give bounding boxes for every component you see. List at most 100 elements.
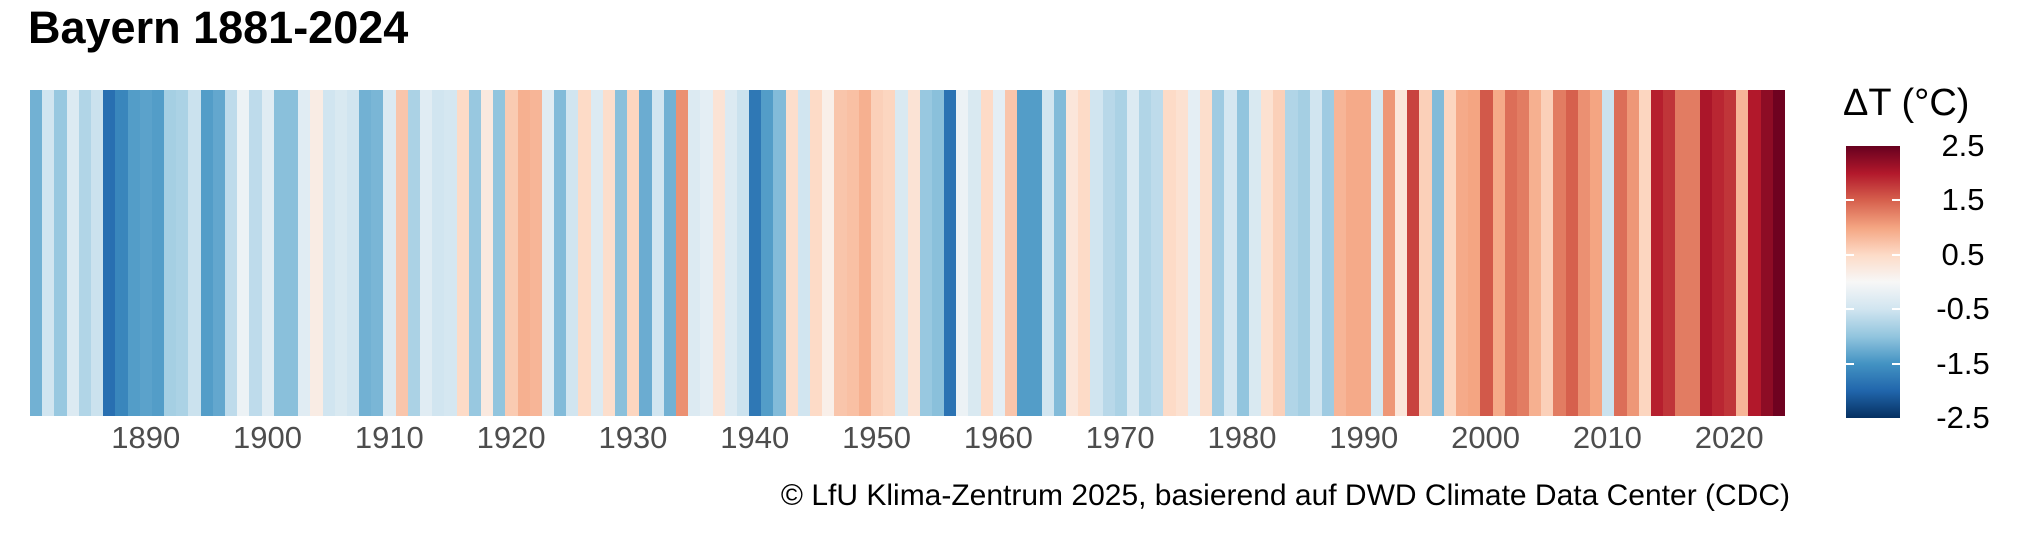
colorbar-tick bbox=[1892, 253, 1900, 256]
stripe-year-2003 bbox=[1516, 90, 1530, 416]
stripe-year-2007 bbox=[1565, 90, 1578, 416]
stripe-year-1959 bbox=[980, 90, 993, 416]
stripe-year-1993 bbox=[1395, 90, 1408, 416]
stripe-year-1896 bbox=[212, 90, 225, 416]
stripe-year-2024 bbox=[1772, 90, 1785, 416]
stripe-year-1990 bbox=[1358, 90, 1371, 416]
stripe-year-1997 bbox=[1443, 90, 1456, 416]
x-axis-label-1890: 1890 bbox=[111, 420, 181, 455]
stripe-year-1890 bbox=[139, 90, 152, 416]
stripe-year-1885 bbox=[78, 90, 91, 416]
stripe-year-1915 bbox=[444, 90, 457, 416]
stripe-year-1926 bbox=[578, 90, 591, 416]
x-axis-label-1990: 1990 bbox=[1329, 420, 1399, 455]
stripe-year-1901 bbox=[273, 90, 286, 416]
x-axis-label-1970: 1970 bbox=[1085, 420, 1155, 455]
stripe-year-1986 bbox=[1309, 90, 1322, 416]
stripe-year-2022 bbox=[1748, 90, 1761, 416]
colorbar-label-0.5: 0.5 bbox=[1941, 236, 1985, 272]
stripe-year-1932 bbox=[651, 90, 664, 416]
stripe-year-1944 bbox=[797, 90, 810, 416]
stripe-year-1948 bbox=[846, 90, 859, 416]
stripe-year-1917 bbox=[468, 90, 481, 416]
stripe-year-2019 bbox=[1711, 90, 1725, 416]
x-axis-label-2020: 2020 bbox=[1694, 420, 1764, 455]
stripe-year-2021 bbox=[1736, 90, 1749, 416]
stripe-year-2015 bbox=[1663, 90, 1676, 416]
stripe-year-1913 bbox=[420, 90, 433, 416]
stripe-year-1904 bbox=[310, 90, 323, 416]
x-axis-label-1900: 1900 bbox=[233, 420, 302, 455]
stripe-year-1994 bbox=[1407, 90, 1420, 416]
stripe-year-1984 bbox=[1285, 90, 1298, 416]
stripe-year-1889 bbox=[127, 90, 140, 416]
stripe-year-1953 bbox=[907, 90, 920, 416]
stripe-year-1943 bbox=[785, 90, 798, 416]
stripe-year-2005 bbox=[1541, 90, 1554, 416]
x-axis-label-2000: 2000 bbox=[1451, 420, 1521, 455]
stripe-year-1884 bbox=[66, 90, 79, 416]
stripe-year-1895 bbox=[200, 90, 213, 416]
stripe-year-1930 bbox=[627, 90, 640, 416]
stripe-year-1920 bbox=[505, 90, 518, 416]
stripe-year-1893 bbox=[176, 90, 189, 416]
stripe-year-1951 bbox=[883, 90, 896, 416]
stripe-year-1956 bbox=[944, 90, 957, 416]
stripe-year-1958 bbox=[968, 90, 981, 416]
stripe-year-1892 bbox=[164, 90, 177, 416]
stripe-year-2000 bbox=[1480, 90, 1493, 416]
stripe-year-1969 bbox=[1102, 90, 1115, 416]
stripe-year-1900 bbox=[261, 90, 274, 416]
stripe-year-1946 bbox=[822, 90, 835, 416]
stripe-year-1914 bbox=[432, 90, 445, 416]
stripe-year-2004 bbox=[1529, 90, 1542, 416]
stripe-year-1976 bbox=[1187, 90, 1200, 416]
stripe-year-1928 bbox=[602, 90, 615, 416]
stripe-year-1927 bbox=[590, 90, 603, 416]
stripe-year-1983 bbox=[1273, 90, 1286, 416]
stripe-year-1987 bbox=[1321, 90, 1335, 416]
stripe-year-1938 bbox=[724, 90, 737, 416]
stripe-year-1911 bbox=[395, 90, 408, 416]
stripe-year-1912 bbox=[407, 90, 420, 416]
stripe-year-1999 bbox=[1468, 90, 1481, 416]
stripe-year-1981 bbox=[1248, 90, 1261, 416]
stripe-year-2018 bbox=[1699, 90, 1712, 416]
colorbar-tick bbox=[1892, 308, 1900, 311]
stripe-year-1991 bbox=[1370, 90, 1383, 416]
stripe-year-2008 bbox=[1577, 90, 1590, 416]
stripe-year-1899 bbox=[249, 90, 262, 416]
stripe-year-1921 bbox=[517, 90, 530, 416]
stripe-year-1957 bbox=[956, 90, 969, 416]
stripe-year-1963 bbox=[1029, 90, 1042, 416]
stripe-year-1922 bbox=[529, 90, 542, 416]
stripe-year-1971 bbox=[1126, 90, 1140, 416]
stripe-year-1908 bbox=[359, 90, 372, 416]
stripe-year-1887 bbox=[103, 90, 116, 416]
colorbar-tick bbox=[1846, 253, 1854, 256]
stripe-year-1906 bbox=[334, 90, 347, 416]
colorbar-tick bbox=[1892, 199, 1900, 202]
stripe-year-1905 bbox=[322, 90, 335, 416]
x-axis-label-1950: 1950 bbox=[842, 420, 912, 455]
stripe-year-1966 bbox=[1065, 90, 1079, 416]
stripe-year-2009 bbox=[1590, 90, 1603, 416]
stripe-year-1962 bbox=[1017, 90, 1030, 416]
colorbar bbox=[1846, 146, 1900, 418]
colorbar-tick bbox=[1846, 199, 1854, 202]
stripe-year-1989 bbox=[1346, 90, 1359, 416]
stripe-year-1888 bbox=[115, 90, 128, 416]
stripe-year-1965 bbox=[1053, 90, 1066, 416]
stripe-year-2013 bbox=[1638, 90, 1651, 416]
stripe-year-1980 bbox=[1236, 90, 1249, 416]
x-axis-label-1930: 1930 bbox=[598, 420, 668, 455]
stripe-year-1947 bbox=[834, 90, 847, 416]
stripe-year-1910 bbox=[383, 90, 396, 416]
stripe-year-1891 bbox=[151, 90, 165, 416]
chart-title: Bayern 1881-2024 bbox=[28, 2, 409, 53]
stripe-year-1942 bbox=[773, 90, 786, 416]
stripe-year-1883 bbox=[54, 90, 67, 416]
stripe-year-1924 bbox=[554, 90, 567, 416]
stripe-year-2001 bbox=[1492, 90, 1505, 416]
